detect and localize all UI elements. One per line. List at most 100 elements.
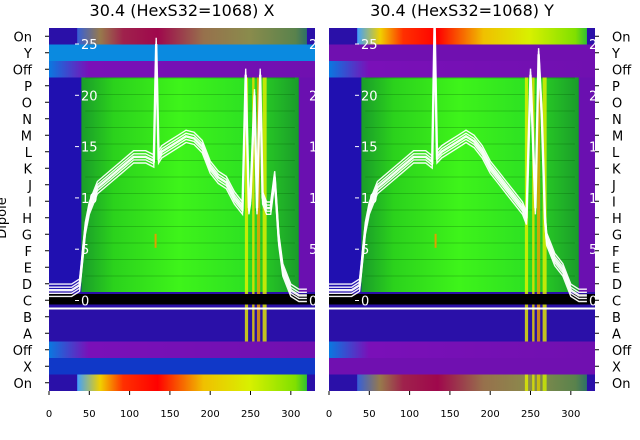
right-tick-label: N — [612, 113, 622, 128]
overlay-trace — [49, 37, 307, 290]
chart-title-x: 30.4 (HexS32=1068) X — [90, 1, 275, 20]
heatmap-row-line — [365, 209, 575, 211]
heatmap-hot-column — [536, 77, 541, 391]
heatmap-on-row-hot — [357, 28, 587, 45]
y-axis-label: Dipole — [0, 197, 10, 238]
chart-title-y: 30.4 (HexS32=1068) Y — [370, 1, 554, 20]
heatmap-off-row — [49, 61, 315, 78]
inner-tick-label-right: 10 — [309, 192, 326, 207]
inner-tick-label: 15 — [361, 141, 378, 156]
heatmap-row-line — [365, 242, 575, 244]
inner-tick-label: 0 — [81, 295, 89, 310]
right-tick-label: Y — [611, 47, 620, 62]
inner-tick-label-right: 15 — [309, 141, 326, 156]
left-tick-label: Y — [23, 47, 32, 62]
heatmap-row-line — [365, 94, 575, 95]
inner-tick-label: 25 — [81, 38, 98, 53]
right-tick-label: L — [612, 146, 620, 161]
heatmap-row-line — [85, 94, 295, 95]
heatmap-row-line — [85, 110, 295, 112]
right-tick-label: E — [612, 261, 620, 276]
right-tick-label: Off — [612, 344, 632, 359]
inner-tick-label: 15 — [81, 141, 98, 156]
right-tick-label: P — [612, 80, 620, 95]
heatmap-row-line — [85, 259, 295, 260]
heatmap-row-line — [365, 143, 575, 145]
heatmap-row-line — [365, 160, 575, 161]
x-tick-label: 100 — [120, 409, 139, 420]
right-tick-label: On — [612, 30, 630, 45]
right-tick-label: X — [612, 360, 621, 375]
left-tick-label: H — [22, 212, 32, 227]
left-tick-label: I — [28, 195, 32, 210]
x-tick-label: 250 — [521, 409, 540, 420]
left-tick-label: C — [23, 294, 32, 309]
heatmap-row-line — [85, 242, 295, 244]
heatmap-row-line — [365, 275, 575, 277]
right-tick-label: F — [612, 245, 619, 260]
right-tick-label: M — [612, 129, 623, 144]
heatmap-row-line — [85, 209, 295, 211]
right-tick-label: J — [611, 179, 616, 194]
right-tick-label: A — [612, 327, 621, 342]
heatmap-hot-column — [532, 77, 535, 391]
heatmap-off-row — [49, 341, 315, 358]
heatmap-row-line — [85, 193, 295, 194]
left-tick-label: P — [24, 80, 32, 95]
x-tick-label: 300 — [561, 409, 580, 420]
heatmap-row-line — [365, 77, 575, 79]
right-tick-label: G — [612, 228, 622, 243]
heatmap-right-edge — [578, 77, 595, 292]
inner-tick-label: 25 — [361, 38, 378, 53]
heatmap-hot-column — [256, 77, 261, 391]
right-tick-label: Off — [612, 63, 632, 78]
overlay-trace — [329, 17, 587, 290]
left-tick-label: Off — [13, 344, 33, 359]
heatmap-row-line — [85, 127, 295, 128]
right-tick-label: B — [612, 311, 621, 326]
right-tick-label: K — [612, 162, 621, 177]
heatmap-row-line — [365, 127, 575, 128]
left-tick-label: J — [27, 179, 32, 194]
heatmap-row-line — [365, 176, 575, 178]
heatmap-left-edge — [329, 77, 362, 292]
x-tick-label: 250 — [241, 409, 260, 420]
inner-tick-label-right: 20 — [309, 89, 326, 104]
right-tick-label: On — [612, 377, 630, 392]
inner-tick-label-right: 0 — [589, 295, 597, 310]
x-axis-ticks-y: 0 50 100 150 200 250 300 — [326, 391, 580, 420]
inner-tick-label-right: 25 — [589, 38, 606, 53]
heatmap-row-line — [365, 226, 575, 227]
heatmap-on-row-cool — [357, 374, 587, 391]
left-tick-label: O — [22, 96, 32, 111]
heatmap-row-line — [85, 176, 295, 178]
inner-tick-label: 5 — [361, 243, 369, 258]
heatmap-hot-column — [252, 77, 255, 391]
left-tick-label: B — [23, 311, 32, 326]
heatmap-hot-column — [262, 77, 267, 391]
heatmap-separator — [49, 307, 315, 310]
right-tick-label: I — [612, 195, 616, 210]
left-tick-label: Off — [13, 63, 33, 78]
inner-tick-label-right: 5 — [589, 243, 597, 258]
heatmap-y-row — [329, 44, 595, 61]
right-tick-label: O — [612, 96, 622, 111]
left-tick-label: L — [25, 146, 33, 161]
heatmap-off-row — [329, 61, 595, 78]
x-tick-label: 200 — [481, 409, 500, 420]
inner-tick-label-right: 25 — [309, 38, 326, 53]
left-tick-label: On — [14, 30, 32, 45]
heatmap-on-row-cool — [77, 28, 307, 45]
x-tick-label: 100 — [400, 409, 419, 420]
heatmap-row-c-black — [49, 294, 315, 305]
x-tick-label: 50 — [363, 409, 376, 420]
x-tick-label: 300 — [281, 409, 300, 420]
right-tick-label: H — [612, 212, 622, 227]
heatmap-off-row — [329, 341, 595, 358]
inner-tick-label-right: 20 — [589, 89, 606, 104]
heatmap-row-c-black — [329, 294, 595, 305]
